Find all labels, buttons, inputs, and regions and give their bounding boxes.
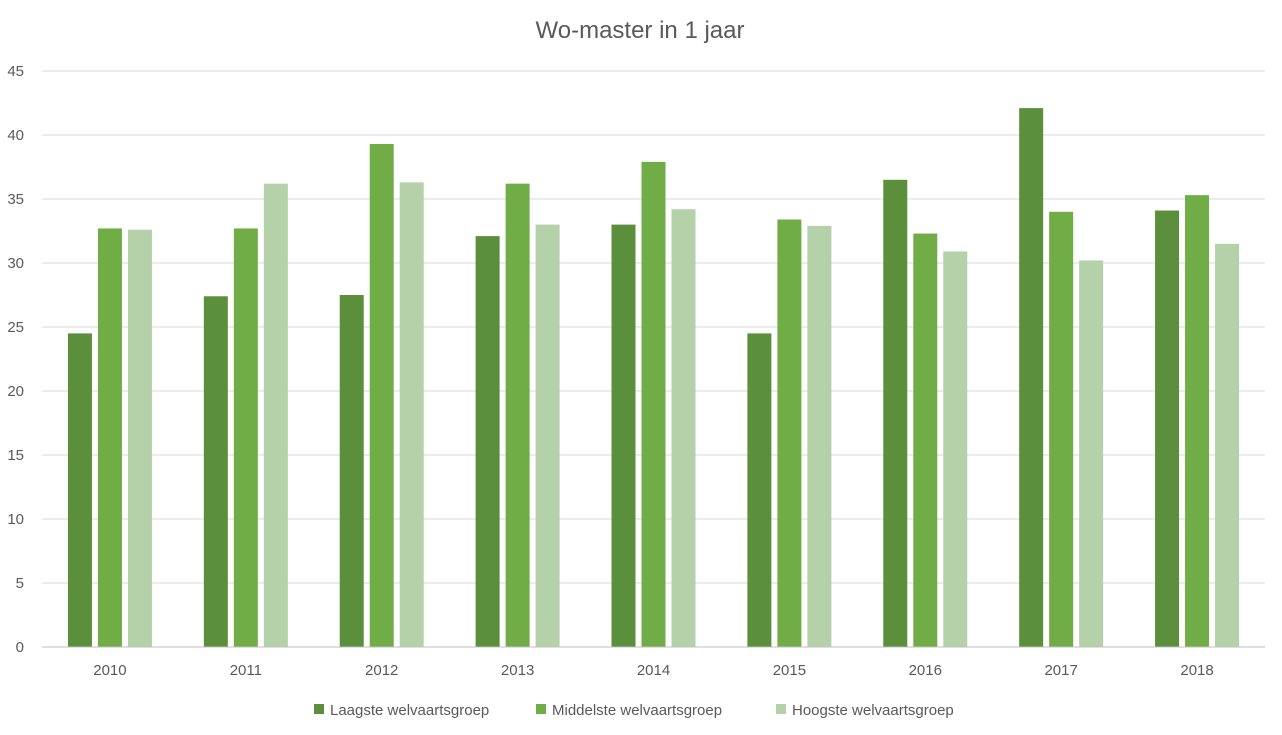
y-tick-label: 0 [16,639,24,656]
x-tick-label: 2016 [909,662,942,679]
y-axis-ticks: 0 5 10 15 20 25 30 35 40 45 [7,63,24,656]
bar [747,333,772,647]
bar [263,183,288,647]
bar [505,183,530,647]
legend-label: Hoogste welvaartsgroep [792,702,954,719]
y-tick-label: 5 [16,575,24,592]
legend-swatch [314,704,324,714]
y-tick-label: 25 [7,319,24,336]
x-tick-label: 2010 [93,662,126,679]
bar [1185,195,1210,647]
bar [1155,210,1180,647]
bar [777,219,802,648]
bar [807,225,832,647]
bar [1049,211,1074,648]
bar [475,236,500,647]
legend-label: Middelste welvaartsgroep [552,702,722,719]
x-tick-label: 2014 [637,662,670,679]
y-tick-label: 40 [7,127,24,144]
bar [1019,108,1044,648]
bar [339,295,364,647]
bar [913,233,938,647]
y-tick-label: 35 [7,191,24,208]
legend-swatch [536,704,546,714]
x-tick-label: 2018 [1180,662,1213,679]
bar [1079,260,1104,647]
bar [611,224,636,647]
y-tick-label: 20 [7,383,24,400]
y-tick-label: 15 [7,447,24,464]
x-tick-label: 2015 [773,662,806,679]
y-tick-label: 45 [7,63,24,80]
bar [399,182,424,648]
y-tick-label: 10 [7,511,24,528]
chart-title: Wo-master in 1 jaar [536,17,745,44]
bar [1215,243,1240,648]
bar [883,179,908,648]
x-tick-label: 2012 [365,662,398,679]
bar [127,229,152,647]
x-axis-ticks: 2010 2011 2012 2013 2014 2015 2016 2017 2018 [93,662,1213,679]
bar [97,228,122,647]
x-tick-label: 2013 [501,662,534,679]
x-tick-label: 2017 [1044,662,1077,679]
bar [203,296,228,647]
legend-swatch [776,704,786,714]
bar [233,228,258,647]
bar [943,251,968,648]
bar [67,333,92,647]
bar [671,209,696,648]
bar [369,143,394,647]
legend-label: Laagste welvaartsgroep [330,702,489,719]
bars [67,108,1240,648]
legend: Laagste welvaartsgroep Middelste welvaart… [314,702,954,719]
bar [641,161,666,647]
x-tick-label: 2011 [230,662,262,679]
bar [535,224,560,647]
y-tick-label: 30 [7,255,24,272]
